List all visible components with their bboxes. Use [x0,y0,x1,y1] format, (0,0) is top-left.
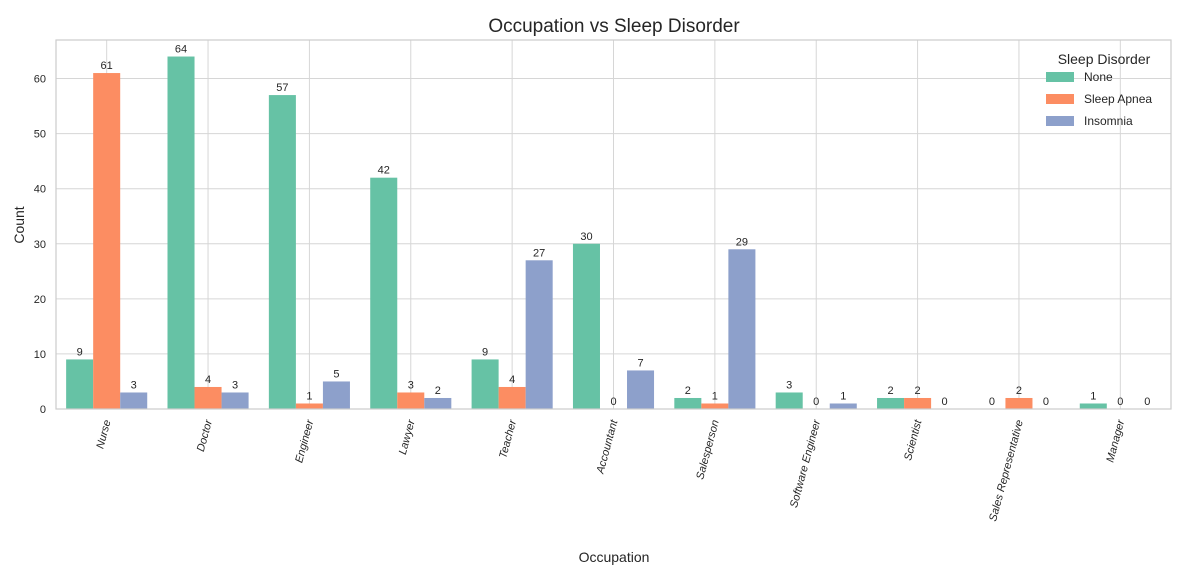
bar [904,397,932,409]
data-label: 4 [205,374,211,386]
data-label: 0 [1043,396,1049,408]
bar [701,403,729,409]
plot-frame [55,39,1172,410]
chart-title: Occupation vs Sleep Disorder [488,16,740,37]
data-label: 30 [580,231,592,243]
data-label: 2 [915,385,921,397]
legend-entry: Sleep Apnea [1084,92,1152,106]
bar [877,397,905,409]
bar [627,370,655,409]
bar [1079,403,1107,409]
bar [194,386,222,409]
data-labels: 9 64 57 42 9 30 2 3 2 0 1 61 4 1 3 4 0 1 0 2 2 0 3 3 5 2 27 7 29 1 0 0 0 [77,44,1151,408]
legend-entry: Insomnia [1084,114,1133,128]
data-label: 1 [306,390,312,402]
bar [829,403,857,409]
bar [66,359,94,409]
data-label: 57 [276,82,288,94]
data-label: 42 [378,165,390,177]
bar [572,243,600,409]
x-tick-label: Manager [1104,417,1127,463]
x-tick-label: Doctor [195,417,215,453]
data-label: 3 [232,379,238,391]
data-label: 1 [712,390,718,402]
x-tick-label: Teacher [497,417,519,459]
x-axis-label: Occupation [579,549,650,565]
y-tick-label: 50 [34,129,46,141]
bar [370,177,398,409]
data-label: 2 [887,385,893,397]
bar [728,249,756,409]
data-label: 1 [1090,390,1096,402]
x-axis-categories: Nurse Doctor Engineer Lawyer Teacher Accounta… [94,417,1127,522]
bar [525,260,553,409]
data-label: 2 [1016,385,1022,397]
y-tick-label: 10 [34,349,46,361]
y-tick-label: 20 [34,294,46,306]
data-label: 0 [813,396,819,408]
data-label: 2 [435,385,441,397]
data-label: 0 [989,396,995,408]
bar [775,392,803,409]
data-label: 0 [1117,396,1123,408]
bar [295,403,323,409]
data-label: 27 [533,247,545,259]
bar [221,392,249,409]
data-label: 29 [736,236,748,248]
x-tick-label: Accountant [594,418,620,476]
data-label: 7 [637,357,643,369]
x-tick-label: Sales Representative [987,419,1026,523]
data-label: 9 [482,346,488,358]
bar [674,397,702,409]
data-label: 61 [101,60,113,72]
data-label: 1 [840,390,846,402]
data-label: 0 [610,396,616,408]
x-tick-label: Software Engineer [788,417,823,509]
x-tick-label: Engineer [293,417,316,464]
data-label: 4 [509,374,515,386]
y-axis-label: Count [11,206,27,243]
data-label: 0 [1144,396,1150,408]
chart-title-group: Occupation vs Sleep Disorder [488,16,740,37]
x-tick-label: Lawyer [397,417,418,456]
bar [1005,397,1033,409]
y-tick-label: 0 [40,404,46,416]
bar [397,392,425,409]
y-axis-ticks: 0 10 20 30 40 50 60 [34,74,46,416]
y-tick-label: 30 [34,239,46,251]
x-tick-label: Nurse [94,419,113,450]
bar [167,56,195,409]
x-tick-label: Salesperson [694,419,721,481]
legend-swatch [1046,94,1074,104]
data-label: 3 [408,379,414,391]
legend-swatch [1046,72,1074,82]
bar [93,73,121,410]
data-label: 3 [786,379,792,391]
gridlines [56,40,1171,410]
data-label: 64 [175,44,187,56]
data-label: 0 [942,396,948,408]
legend-title: Sleep Disorder [1058,51,1151,67]
bar [498,386,526,409]
bar [424,397,452,409]
y-tick-label: 40 [34,184,46,196]
bars [66,56,1107,410]
legend: Sleep Disorder None Sleep Apnea Insomnia [1046,51,1152,128]
bar [120,392,148,409]
data-label: 3 [131,379,137,391]
legend-entry: None [1084,70,1113,84]
bar [322,381,350,409]
x-tick-label: Scientist [902,418,925,462]
data-label: 5 [333,368,339,380]
bar [471,359,499,409]
data-label: 2 [685,385,691,397]
y-tick-label: 60 [34,74,46,86]
bar [268,95,296,410]
data-label: 9 [77,346,83,358]
legend-swatch [1046,116,1074,126]
